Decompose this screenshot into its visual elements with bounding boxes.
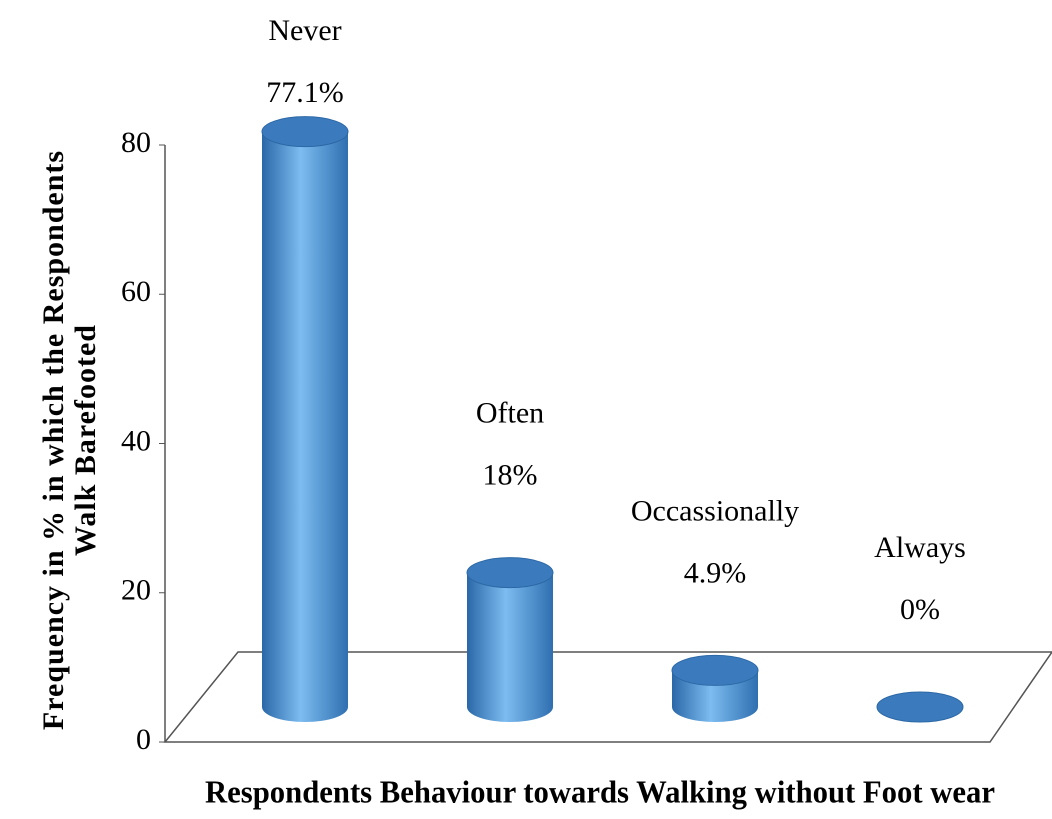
y-tick-label: 0 bbox=[136, 723, 151, 756]
bar bbox=[467, 572, 553, 722]
category-label: Always bbox=[874, 531, 966, 564]
value-label: 77.1% bbox=[266, 76, 344, 109]
category-label: Never bbox=[268, 14, 341, 47]
category-label: Occassionally bbox=[631, 494, 799, 527]
y-tick-label: 40 bbox=[121, 424, 151, 457]
bar-top bbox=[876, 691, 964, 723]
bar bbox=[262, 131, 348, 723]
y-axis-label: Frequency in % in which the Respondents … bbox=[37, 149, 102, 731]
bar bbox=[672, 670, 758, 722]
y-tick-label: 20 bbox=[121, 574, 151, 607]
y-tick-label: 60 bbox=[121, 275, 151, 308]
value-label: 0% bbox=[900, 593, 940, 626]
bar-top bbox=[261, 116, 349, 148]
value-label: 4.9% bbox=[684, 556, 747, 589]
category-label: Often bbox=[476, 397, 544, 430]
x-axis-label: Respondents Behaviour towards Walking wi… bbox=[205, 773, 995, 809]
value-label: 18% bbox=[483, 459, 538, 492]
bar-top bbox=[466, 557, 554, 589]
bar-top bbox=[671, 654, 759, 686]
floor bbox=[163, 651, 1052, 743]
y-tick-label: 80 bbox=[121, 126, 151, 159]
